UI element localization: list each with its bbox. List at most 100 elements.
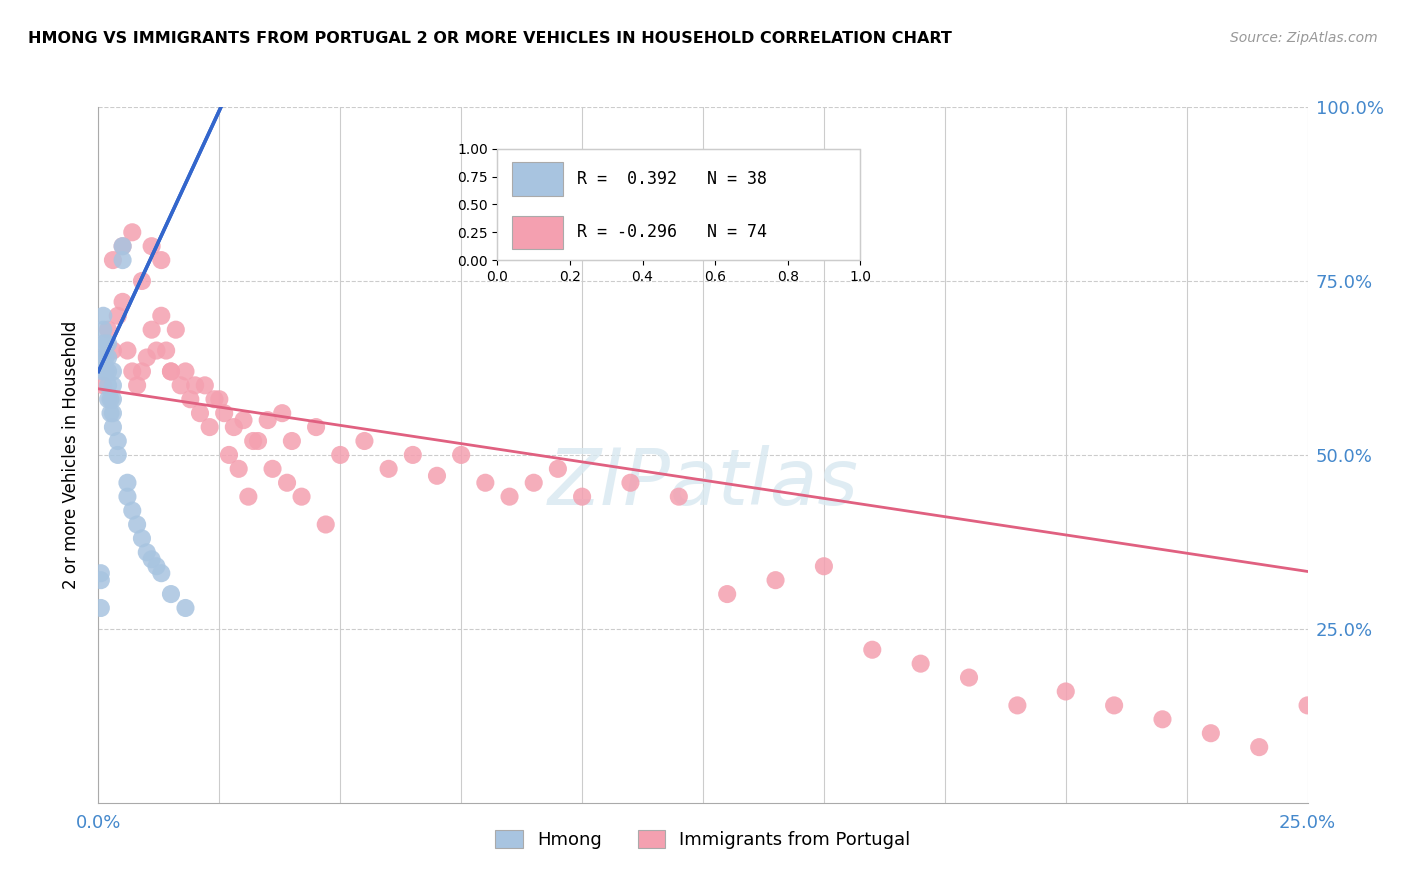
Point xyxy=(290,490,312,504)
Point xyxy=(94,336,117,351)
Point xyxy=(150,253,173,268)
Point xyxy=(1249,740,1271,755)
Point xyxy=(97,336,120,351)
Point xyxy=(218,448,240,462)
Point xyxy=(97,392,120,407)
Point xyxy=(169,378,191,392)
Point xyxy=(127,517,149,532)
Point xyxy=(131,532,153,546)
Legend: Hmong, Immigrants from Portugal: Hmong, Immigrants from Portugal xyxy=(488,822,918,856)
Point xyxy=(107,448,129,462)
FancyBboxPatch shape xyxy=(512,162,562,195)
Point xyxy=(619,475,641,490)
Point xyxy=(450,448,472,462)
Point xyxy=(117,343,139,358)
Point xyxy=(101,253,124,268)
Point xyxy=(571,490,593,504)
Point xyxy=(150,309,173,323)
Point xyxy=(305,420,328,434)
Y-axis label: 2 or more Vehicles in Household: 2 or more Vehicles in Household xyxy=(62,321,80,589)
Point xyxy=(256,413,278,427)
Point xyxy=(121,364,143,378)
Text: Source: ZipAtlas.com: Source: ZipAtlas.com xyxy=(1230,31,1378,45)
Point xyxy=(101,364,124,378)
Point xyxy=(402,448,425,462)
Point xyxy=(121,503,143,517)
Point xyxy=(107,434,129,448)
Point xyxy=(160,587,183,601)
Point xyxy=(1296,698,1319,713)
Point xyxy=(91,323,114,337)
Point xyxy=(247,434,270,448)
Point xyxy=(111,239,134,253)
Point xyxy=(1199,726,1222,740)
Point xyxy=(90,573,112,587)
Point xyxy=(91,378,114,392)
Point xyxy=(127,378,149,392)
Point xyxy=(100,392,122,407)
Point xyxy=(271,406,294,420)
Point xyxy=(212,406,235,420)
Point xyxy=(141,323,163,337)
Point xyxy=(238,490,260,504)
Point xyxy=(208,392,231,407)
Point xyxy=(97,364,120,378)
Point xyxy=(204,392,226,407)
Point xyxy=(111,239,134,253)
Text: ZIPatlas: ZIPatlas xyxy=(547,445,859,521)
Point xyxy=(174,364,197,378)
Point xyxy=(111,294,134,309)
Point xyxy=(131,274,153,288)
Point xyxy=(101,378,124,392)
Point xyxy=(377,462,399,476)
Point xyxy=(188,406,211,420)
Point xyxy=(281,434,304,448)
Point xyxy=(184,378,207,392)
Point xyxy=(160,364,183,378)
Point xyxy=(101,420,124,434)
Point xyxy=(165,323,187,337)
Point xyxy=(145,343,167,358)
Point xyxy=(1054,684,1077,698)
Point xyxy=(232,413,254,427)
Point xyxy=(155,343,177,358)
Point xyxy=(547,462,569,476)
Point xyxy=(426,468,449,483)
Point xyxy=(90,601,112,615)
Point xyxy=(100,406,122,420)
Point xyxy=(242,434,264,448)
Point xyxy=(141,239,163,253)
Point xyxy=(111,253,134,268)
Point xyxy=(174,601,197,615)
Point xyxy=(121,225,143,239)
Point xyxy=(101,406,124,420)
Point xyxy=(141,552,163,566)
FancyBboxPatch shape xyxy=(512,216,562,249)
Point xyxy=(523,475,546,490)
Point xyxy=(150,566,173,581)
Point xyxy=(117,475,139,490)
Point xyxy=(910,657,932,671)
Point xyxy=(276,475,298,490)
Point xyxy=(198,420,221,434)
Text: R = -0.296   N = 74: R = -0.296 N = 74 xyxy=(578,223,768,241)
Point xyxy=(101,392,124,407)
Point xyxy=(91,351,114,365)
Point xyxy=(315,517,337,532)
Point xyxy=(668,490,690,504)
Point xyxy=(101,343,124,358)
Point xyxy=(957,671,980,685)
Point xyxy=(222,420,245,434)
Point xyxy=(97,378,120,392)
Point xyxy=(91,309,114,323)
Point xyxy=(131,364,153,378)
Text: R =  0.392   N = 38: R = 0.392 N = 38 xyxy=(578,169,768,188)
Point xyxy=(1007,698,1029,713)
Point xyxy=(765,573,787,587)
Point xyxy=(91,336,114,351)
Point xyxy=(1152,712,1174,726)
Point xyxy=(160,364,183,378)
Point xyxy=(91,364,114,378)
Point xyxy=(135,351,157,365)
Point xyxy=(194,378,217,392)
